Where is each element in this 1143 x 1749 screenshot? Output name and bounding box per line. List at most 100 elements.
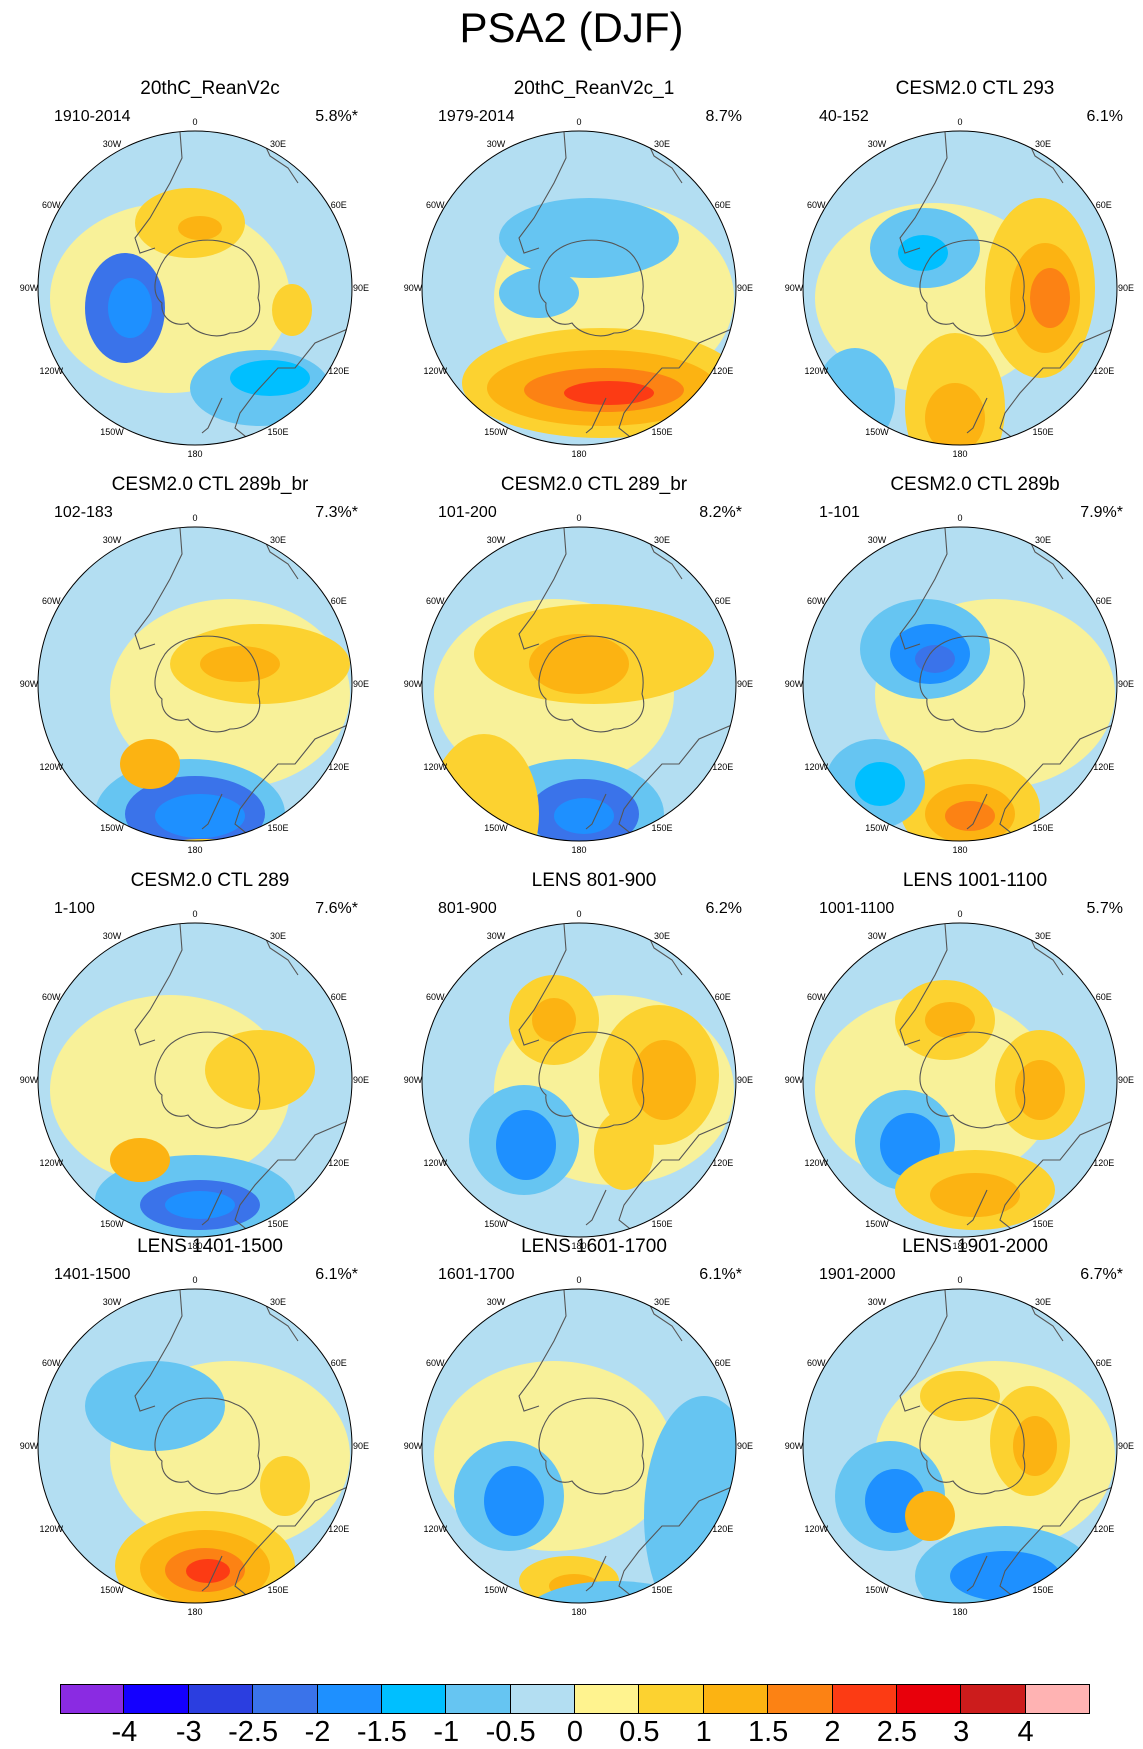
australia-coastline	[234, 723, 351, 841]
panel-variance: 6.1%*	[315, 1266, 358, 1283]
polar-map: 0 30E 60E 90E 120E 150E 180 150W 120W 90W 60W 30W	[785, 909, 1134, 1251]
south-america-coastline	[899, 923, 948, 1046]
map-boundary	[802, 922, 1118, 1238]
longitude-label: 120E	[328, 1524, 349, 1534]
contour-fill	[496, 1110, 556, 1180]
contour-fill	[186, 1559, 230, 1583]
longitude-label: 60E	[715, 992, 731, 1002]
longitude-label: 90E	[737, 1075, 753, 1085]
panel-period: 801-900	[438, 900, 497, 917]
longitude-label: 90W	[785, 679, 804, 689]
new-zealand-coastline	[201, 793, 223, 830]
longitude-label: 60E	[1096, 200, 1112, 210]
longitude-label: 90W	[20, 1075, 39, 1085]
colorbar-tick-label: -1.5	[356, 1716, 407, 1748]
polar-map: 0 30E 60E 90E 120E 150E 180 150W 120W 90W 60W 30W	[404, 909, 753, 1251]
longitude-label: 30W	[868, 139, 887, 149]
longitude-label: 150E	[267, 1219, 288, 1229]
south-america-coastline	[134, 923, 183, 1046]
contour-fill	[272, 284, 312, 336]
antarctica-coastline	[154, 1031, 261, 1129]
longitude-label: 60W	[42, 1358, 61, 1368]
antarctica-coastline	[919, 1397, 1026, 1495]
longitude-label: 120W	[39, 762, 63, 772]
panel-variance: 5.8%*	[315, 108, 358, 125]
longitude-label: 0	[576, 1275, 581, 1285]
longitude-label: 180	[571, 449, 586, 459]
contour-fill	[108, 278, 152, 338]
longitude-label: 150W	[484, 823, 508, 833]
new-zealand-coastline	[585, 397, 607, 434]
longitude-label: 120E	[1093, 762, 1114, 772]
longitude-label: 150E	[267, 427, 288, 437]
map-panel: LENS 1001-1100 1001-1100 5.7% 0 30E 60E 90E 120…	[785, 870, 1143, 1260]
longitude-label: 120W	[39, 366, 63, 376]
longitude-label: 180	[571, 1607, 586, 1617]
panel-title: CESM2.0 CTL 289b_br	[111, 474, 309, 495]
longitude-label: 120E	[712, 366, 733, 376]
longitude-label: 60W	[426, 200, 445, 210]
map-boundary	[37, 130, 353, 446]
polar-map: 0 30E 60E 90E 120E 150E 180 150W 120W 90W 60W 30W	[20, 1275, 369, 1617]
panel-period: 1901-2000	[819, 1266, 896, 1283]
longitude-label: 0	[192, 909, 197, 919]
polar-map: 0 30E 60E 90E 120E 150E 180 150W 120W 90W 60W 30W	[785, 117, 1134, 459]
panel-variance: 6.1%	[1086, 108, 1123, 125]
map-boundary	[421, 130, 737, 446]
contour-fill	[594, 1110, 654, 1190]
map-boundary	[421, 922, 737, 1238]
australia-coastline	[618, 1485, 735, 1603]
longitude-label: 150E	[1032, 1585, 1053, 1595]
new-zealand-coastline	[585, 793, 607, 830]
longitude-label: 60E	[331, 200, 347, 210]
polar-map: 0 30E 60E 90E 120E 150E 180 150W 120W 90W 60W 30W	[20, 513, 369, 855]
polar-map: 0 30E 60E 90E 120E 150E 180 150W 120W 90W 60W 30W	[785, 513, 1134, 855]
longitude-label: 90W	[785, 283, 804, 293]
panel-title: CESM2.0 CTL 289_br	[500, 474, 688, 495]
longitude-label: 150W	[484, 1585, 508, 1595]
longitude-label: 120E	[328, 366, 349, 376]
colorbar-box	[896, 1684, 962, 1714]
contour-fill	[920, 1371, 1000, 1421]
longitude-label: 30E	[654, 139, 670, 149]
longitude-label: 150E	[651, 427, 672, 437]
longitude-label: 150E	[1032, 823, 1053, 833]
longitude-label: 120E	[328, 762, 349, 772]
contour-fill	[925, 383, 985, 445]
south-america-coastline	[518, 923, 567, 1046]
antarctica-coastline	[538, 1397, 645, 1495]
longitude-label: 120W	[423, 762, 447, 772]
panel-variance: 6.7%*	[1080, 1266, 1123, 1283]
longitude-label: 0	[957, 117, 962, 127]
panel-period: 102-183	[54, 504, 113, 521]
longitude-label: 150W	[865, 823, 889, 833]
south-america-coastline	[134, 131, 183, 254]
longitude-label: 120W	[804, 762, 828, 772]
colorbar-tick-label: 1.5	[747, 1716, 789, 1748]
longitude-label: 30E	[654, 1297, 670, 1307]
longitude-label: 0	[957, 513, 962, 523]
australia-coastline	[234, 327, 351, 445]
colorbar-tick-label: -2.5	[228, 1716, 279, 1748]
antarctica-coastline	[538, 239, 645, 337]
longitude-label: 120W	[804, 1158, 828, 1168]
longitude-label: 0	[957, 909, 962, 919]
contour-fill	[632, 1040, 696, 1120]
longitude-label: 30E	[270, 535, 286, 545]
map-panel: LENS 1901-2000 1901-2000 6.7%* 0 30E 60E 90E 12…	[785, 1236, 1143, 1626]
longitude-label: 90W	[20, 679, 39, 689]
longitude-label: 60W	[42, 992, 61, 1002]
longitude-label: 90W	[20, 1441, 39, 1451]
longitude-label: 90E	[1118, 283, 1134, 293]
contour-fill	[178, 216, 222, 240]
contour-fill	[230, 360, 310, 396]
new-zealand-coastline	[201, 1189, 223, 1226]
longitude-label: 0	[192, 513, 197, 523]
south-america-coastline	[518, 1289, 567, 1412]
longitude-label: 0	[192, 117, 197, 127]
panel-period: 40-152	[819, 108, 869, 125]
longitude-label: 120E	[1093, 1524, 1114, 1534]
longitude-label: 120E	[712, 762, 733, 772]
longitude-label: 150W	[100, 427, 124, 437]
colorbar-tick-label: 2.5	[876, 1716, 918, 1748]
